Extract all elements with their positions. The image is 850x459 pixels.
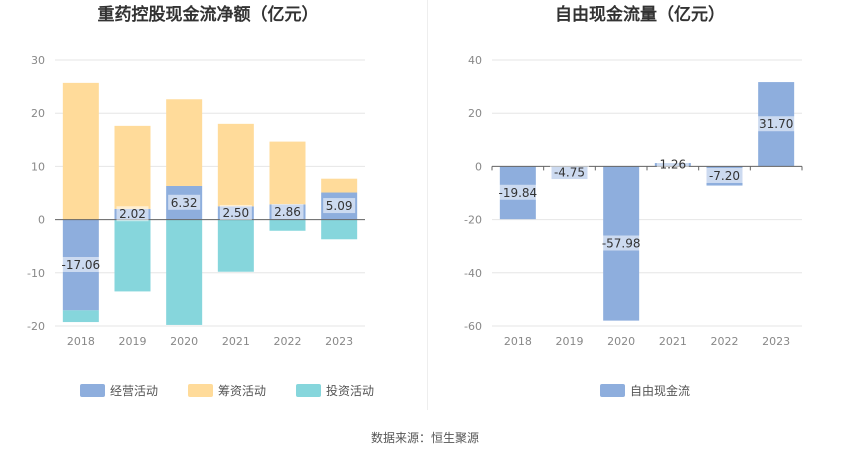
legend-swatch — [600, 384, 625, 397]
data-label: 6.32 — [171, 196, 198, 210]
x-tick-label: 2023 — [325, 335, 353, 348]
bar-segment — [62, 82, 99, 220]
y-tick-label: 30 — [31, 54, 45, 67]
cash-flow-net-chart: 重药控股现金流净额（亿元） -20 -10 0 10 20 30 -17.06 2.02 6.32… — [27, 4, 374, 398]
chart-title: 重药控股现金流净额（亿元） — [98, 4, 319, 25]
bar-segment — [217, 123, 254, 207]
data-label: -17.06 — [61, 258, 100, 272]
bar-segment — [321, 219, 358, 240]
data-label: 31.70 — [759, 117, 793, 131]
y-tick-label: 10 — [31, 160, 45, 173]
bar-segment — [269, 219, 306, 231]
y-tick-label: -20 — [464, 214, 482, 227]
x-tick-label: 2019 — [556, 335, 584, 348]
data-label-bg — [656, 156, 689, 172]
legend-label: 筹资活动 — [218, 384, 266, 398]
data-label-bg — [756, 116, 796, 132]
data-label: 5.09 — [326, 199, 353, 213]
charts-canvas: 重药控股现金流净额（亿元） -20 -10 0 10 20 30 -17.06 2.02 6.32… — [27, 4, 803, 398]
x-tick-label: 2021 — [222, 335, 250, 348]
x-tick-label: 2021 — [659, 335, 687, 348]
bar-segment — [269, 141, 306, 205]
data-label-bg — [168, 194, 201, 210]
data-label: 1.26 — [659, 158, 686, 172]
x-tick-label: 2020 — [607, 335, 635, 348]
legend-swatch — [188, 384, 213, 397]
y-tick-label: 40 — [468, 54, 482, 67]
bar-segment — [217, 219, 254, 272]
free-cash-flow-chart: 自由现金流量（亿元） -60 -40 -20 0 20 40 -19.84 -4.75 -57.9… — [464, 4, 803, 398]
y-tick-label: -20 — [27, 320, 45, 333]
y-tick-label: 20 — [31, 107, 45, 120]
y-tick-label: 0 — [38, 214, 45, 227]
legend-swatch — [296, 384, 321, 397]
bar-segment — [62, 310, 99, 323]
y-tick-label: 20 — [468, 107, 482, 120]
x-tick-label: 2018 — [504, 335, 532, 348]
legend-swatch — [80, 384, 105, 397]
x-tick-label: 2023 — [762, 335, 790, 348]
legend-label: 经营活动 — [110, 384, 158, 398]
bar-segment — [321, 178, 358, 193]
legend-label: 自由现金流 — [630, 383, 690, 398]
data-label-bg — [598, 235, 645, 251]
x-tick-label: 2022 — [711, 335, 739, 348]
x-tick-label: 2019 — [119, 335, 147, 348]
y-tick-label: 0 — [475, 160, 482, 173]
y-tick-label: -10 — [27, 267, 45, 280]
bar-segment — [166, 99, 203, 186]
data-label-bg — [550, 164, 589, 180]
data-label-bg — [705, 167, 744, 183]
data-label: -7.20 — [709, 169, 740, 183]
data-label: 2.50 — [222, 206, 249, 220]
bar-segment — [114, 125, 151, 209]
data-label-bg — [271, 203, 304, 219]
data-label-bg — [219, 204, 252, 220]
chart-divider — [427, 0, 428, 410]
legend-label: 投资活动 — [326, 383, 374, 398]
data-label-bg — [323, 198, 356, 214]
data-label: 2.02 — [119, 207, 146, 221]
data-source: 数据来源：恒生聚源 — [370, 431, 479, 445]
data-label: -57.98 — [602, 237, 641, 251]
bar-segment — [114, 219, 151, 292]
x-tick-label: 2018 — [67, 335, 95, 348]
data-label-bg — [57, 256, 104, 272]
x-tick-label: 2020 — [170, 335, 198, 348]
chart-title: 自由现金流量（亿元） — [555, 4, 725, 25]
y-tick-label: -40 — [464, 267, 482, 280]
data-label: -4.75 — [554, 166, 585, 180]
bar-segment — [166, 219, 203, 325]
x-tick-label: 2022 — [274, 335, 302, 348]
data-label-bg — [116, 206, 149, 222]
data-label: -19.84 — [498, 186, 537, 200]
data-label: 2.86 — [274, 205, 301, 219]
y-tick-label: -60 — [464, 320, 482, 333]
data-label-bg — [494, 184, 541, 200]
